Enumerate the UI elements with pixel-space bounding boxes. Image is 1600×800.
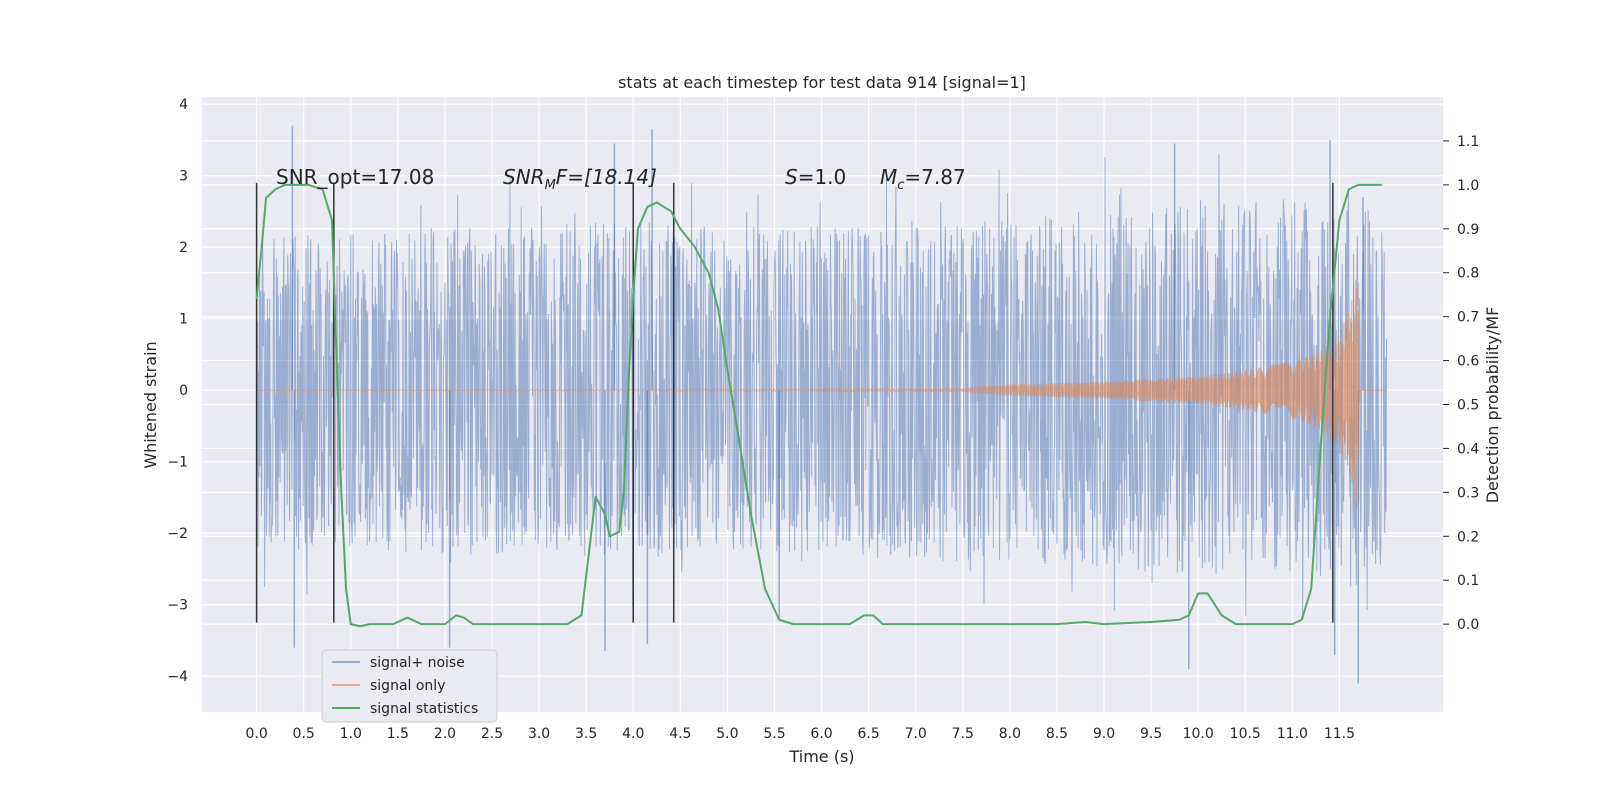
series-signal-only bbox=[256, 279, 1387, 509]
x-axis-ticks: 0.0 0.5 1.0 1.5 2.0 2.5 3.0 3.5 4.0 4.5 5.0 5.5 6.0 6… bbox=[245, 726, 1355, 742]
s-var: S bbox=[785, 165, 798, 189]
y-tick-label: 4 bbox=[179, 97, 188, 113]
y-tick-label: −4 bbox=[167, 669, 188, 685]
x-tick-label: 3.5 bbox=[575, 726, 597, 742]
x-tick-label: 2.5 bbox=[481, 726, 503, 742]
x-tick-label: 2.0 bbox=[434, 726, 456, 742]
x-tick-label: 6.5 bbox=[858, 726, 880, 742]
x-tick-label: 9.5 bbox=[1140, 726, 1162, 742]
annotation-snr-opt: SNR_opt=17.08 bbox=[276, 165, 434, 189]
snr-mf-main: SNR bbox=[503, 165, 545, 189]
annotation-mc: Mc=7.87 bbox=[880, 165, 966, 193]
y2-tick-label: 0.7 bbox=[1457, 310, 1479, 326]
signal-noise-line bbox=[256, 154, 1388, 620]
y2-axis-ticks: 1.1 1.0 0.9 0.8 0.7 0.6 0.5 0.4 0.3 0.2 0.1 0.0 bbox=[1443, 134, 1479, 633]
chart-title: stats at each timestep for test data 914… bbox=[618, 73, 1026, 92]
x-tick-label: 1.5 bbox=[387, 726, 409, 742]
x-tick-label: 3.0 bbox=[528, 726, 550, 742]
y-tick-label: 0 bbox=[179, 383, 188, 399]
series-signal-statistics bbox=[255, 183, 1382, 628]
x-tick-label: 8.5 bbox=[1046, 726, 1068, 742]
x-tick-label: 11.5 bbox=[1324, 726, 1355, 742]
y-tick-label: −2 bbox=[167, 526, 188, 542]
x-tick-label: 10.5 bbox=[1230, 726, 1261, 742]
y2-tick-label: 0.1 bbox=[1457, 573, 1479, 589]
y2-tick-label: 0.5 bbox=[1457, 398, 1479, 414]
x-tick-label: 9.0 bbox=[1093, 726, 1115, 742]
annotation-snr-mf: SNRMF=[18.14] bbox=[503, 165, 657, 193]
x-tick-label: 4.5 bbox=[669, 726, 691, 742]
y-tick-label: 3 bbox=[179, 169, 188, 185]
signal-statistics-line bbox=[255, 183, 1382, 628]
x-tick-label: 11.0 bbox=[1277, 726, 1308, 742]
y2-tick-label: 1.0 bbox=[1457, 178, 1479, 194]
y2-tick-label: 0.3 bbox=[1457, 485, 1479, 501]
annotation-s: S=1.0 bbox=[785, 165, 846, 189]
y-tick-label: −3 bbox=[167, 598, 188, 614]
x-tick-label: 4.0 bbox=[622, 726, 644, 742]
signal-only-line bbox=[256, 279, 1387, 509]
y2-tick-label: 0.9 bbox=[1457, 222, 1479, 238]
y-tick-label: 1 bbox=[179, 312, 188, 328]
mc-sub: c bbox=[897, 178, 904, 193]
x-tick-label: 5.5 bbox=[763, 726, 785, 742]
x-tick-label: 1.0 bbox=[340, 726, 362, 742]
y2-axis-label: Detection probability/MF bbox=[1483, 307, 1502, 504]
s-value: =1.0 bbox=[798, 165, 847, 189]
x-tick-label: 7.5 bbox=[952, 726, 974, 742]
y-tick-label: −1 bbox=[167, 455, 188, 471]
y2-tick-label: 1.1 bbox=[1457, 134, 1479, 150]
legend-label-signal-statistics: signal statistics bbox=[370, 701, 478, 717]
y2-tick-label: 0.0 bbox=[1457, 617, 1479, 633]
legend: signal+ noise signal only signal statist… bbox=[321, 649, 498, 723]
snr-mf-rest: F=[18.14] bbox=[556, 165, 657, 189]
x-tick-label: 10.0 bbox=[1183, 726, 1214, 742]
legend-box bbox=[321, 649, 498, 723]
x-tick-label: 6.0 bbox=[810, 726, 832, 742]
y2-tick-label: 0.6 bbox=[1457, 354, 1479, 370]
x-tick-label: 7.0 bbox=[905, 726, 927, 742]
mc-var: M bbox=[880, 165, 897, 189]
legend-label-signal-only: signal only bbox=[370, 678, 445, 694]
snr-mf-sub: M bbox=[545, 178, 556, 193]
y2-tick-label: 0.2 bbox=[1457, 529, 1479, 545]
x-axis-label: Time (s) bbox=[788, 747, 854, 766]
x-tick-label: 8.0 bbox=[999, 726, 1021, 742]
x-tick-label: 5.0 bbox=[716, 726, 738, 742]
x-tick-label: 0.5 bbox=[293, 726, 315, 742]
y-axis-label: Whitened strain bbox=[141, 341, 160, 468]
x-tick-label: 0.0 bbox=[245, 726, 267, 742]
legend-label-signal-noise: signal+ noise bbox=[370, 655, 465, 671]
mc-value: =7.87 bbox=[904, 165, 965, 189]
y-tick-label: 2 bbox=[179, 240, 188, 256]
y2-tick-label: 0.4 bbox=[1457, 441, 1479, 457]
y2-tick-label: 0.8 bbox=[1457, 266, 1479, 282]
y-axis-ticks: 4 3 2 1 0 −1 −2 −3 −4 bbox=[167, 97, 188, 685]
